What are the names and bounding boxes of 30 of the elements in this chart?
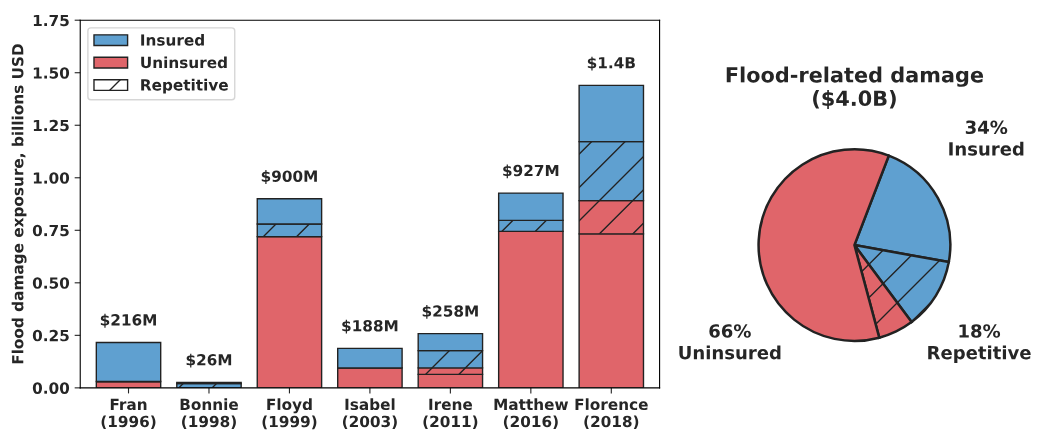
total-label: $258M: [422, 304, 478, 319]
legend-label: Uninsured: [141, 56, 227, 69]
x-tick-label: Bonnie (1998): [180, 398, 238, 430]
x-tick-label: Fran (1996): [101, 398, 156, 430]
x-tick-label: Florence (2018): [575, 398, 648, 430]
y-tick-label: 1.00: [33, 172, 70, 184]
text: 18% Repetitive: [928, 324, 1031, 363]
y-tick-label: 0.50: [32, 277, 70, 289]
x-tick-label: Floyd (1999): [262, 398, 317, 430]
total-label: $26M: [186, 353, 232, 368]
text: 66% Uninsured: [679, 324, 781, 360]
x-tick-label: Isabel (2003): [342, 398, 397, 430]
text: 34% Insured: [949, 120, 1024, 156]
y-tick-label: 0.25: [32, 329, 69, 342]
total-label: $927M: [503, 164, 559, 179]
annotation: Repetitive: [141, 78, 228, 94]
y-tick-label: 0.75: [32, 224, 69, 237]
x-tick-label: Matthew (2016): [494, 398, 569, 430]
y-tick-label: 1.50: [33, 67, 70, 79]
total-label: $216M: [100, 313, 156, 328]
legend-label: Insured: [141, 33, 204, 46]
chart-title: Flood-related damage ($4.0B): [726, 66, 984, 109]
total-label: $900M: [261, 170, 317, 184]
y-axis-title: Flood damage exposure, billions USD: [11, 44, 27, 364]
total-label: $188M: [342, 319, 398, 334]
y-tick-label: 0.00: [32, 382, 70, 394]
y-tick-label: 1.75: [33, 14, 69, 27]
y-tick-label: 1.25: [33, 119, 69, 132]
total-label: $1.4B: [587, 56, 635, 71]
x-tick-label: Irene (2011): [423, 398, 478, 430]
